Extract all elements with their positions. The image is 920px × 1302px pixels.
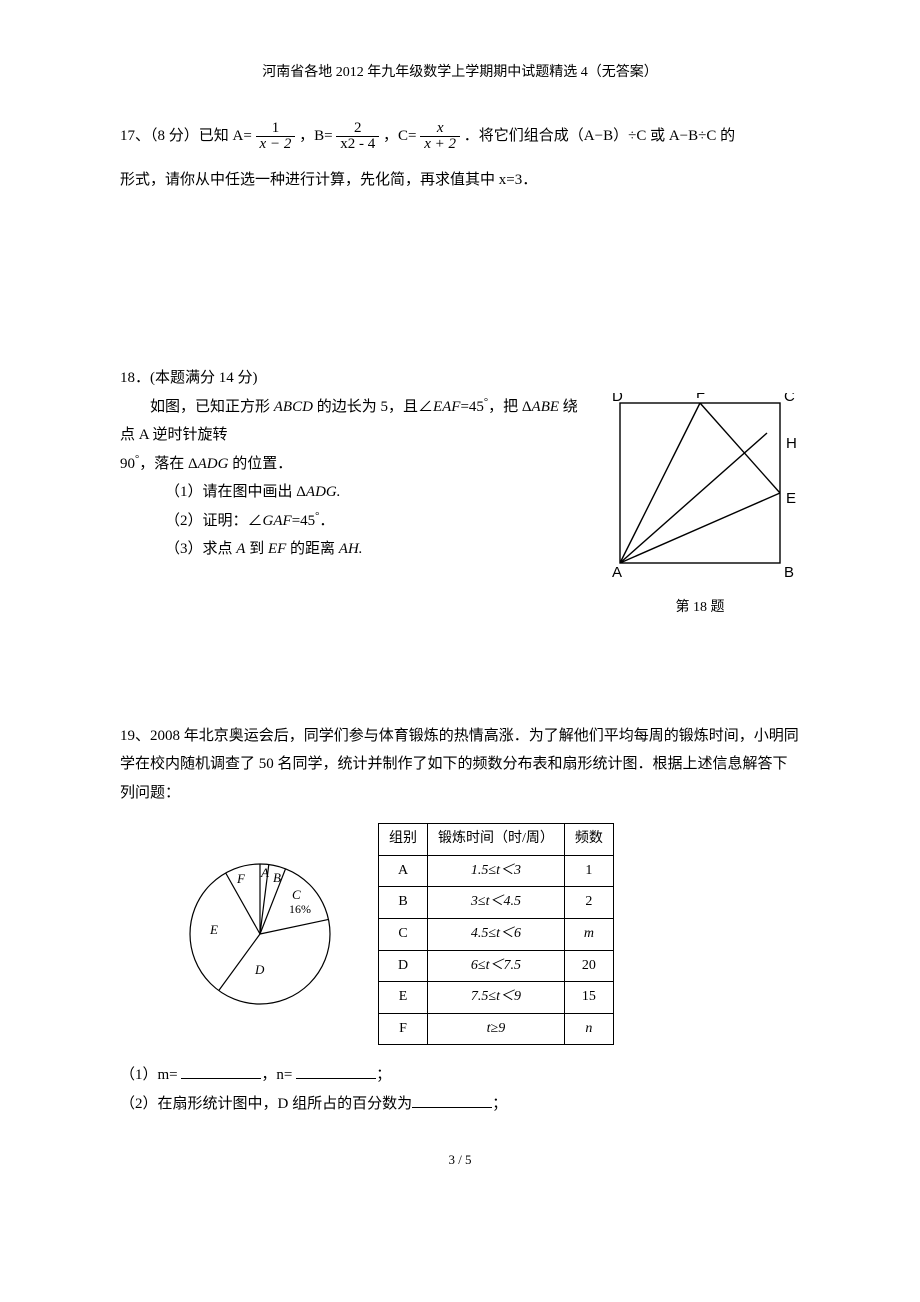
label-H: H [786,435,797,452]
blank-d-percent [412,1092,492,1108]
pie-label-D: D [254,962,265,977]
th-group: 组别 [379,824,428,856]
blank-n [296,1063,376,1079]
p19-text: 19、2008 年北京奥运会后，同学们参与体育锻炼的热情高涨．为了解他们平均每周… [120,722,800,808]
table-row: D6≤t＜7.520 [379,950,614,982]
label-D: D [612,393,623,405]
label-C: C [784,393,795,405]
fraction-B: 2 x2 - 4 [336,121,379,152]
p19-q1: （1）m= ，n= ； [120,1061,800,1090]
table-row: A1.5≤t＜31 [379,855,614,887]
p17-line2: 形式，请你从中任选一种进行计算，先化简，再求值其中 x=3． [120,166,800,195]
figure-18-svg: D F C H E A B [600,393,800,583]
fraction-C: x x + 2 [420,121,460,152]
page-header: 河南省各地 2012 年九年级数学上学期期中试题精选 4（无答案） [120,60,800,87]
table-row: B3≤t＜4.52 [379,887,614,919]
p17-mid2: ，C= [383,128,416,144]
fraction-A: 1 x − 2 [256,121,296,152]
p17-tail: ．将它们组合成（A−B）÷C 或 A−B÷C 的 [464,128,735,144]
problem-19: 19、2008 年北京奥运会后，同学们参与体育锻炼的热情高涨．为了解他们平均每周… [120,722,800,1119]
th-freq: 频数 [564,824,613,856]
table-row: E7.5≤t＜915 [379,982,614,1014]
page: 河南省各地 2012 年九年级数学上学期期中试题精选 4（无答案） 17、（8 … [0,0,920,1213]
frequency-table: 组别 锻炼时间（时/周） 频数 A1.5≤t＜31 B3≤t＜4.52 C4.5… [378,823,614,1045]
pie-c-percent: 16% [289,902,311,916]
th-range: 锻炼时间（时/周） [428,824,565,856]
pie-label-C: C [292,887,301,902]
page-number: 3 / 5 [120,1148,800,1173]
label-B: B [784,564,794,581]
problem-18: 18．(本题满分 14 分) D F C H E A B [120,364,800,564]
spacer [120,194,800,354]
p18-heading: 18．(本题满分 14 分) [120,364,800,393]
p17-mid1: ，B= [299,128,332,144]
label-F: F [696,393,705,402]
pie-label-A: A [260,865,269,880]
spacer-2 [120,622,800,712]
pie-chart-svg: A B C 16% D E F [170,849,360,1019]
table-row: C4.5≤t＜6m [379,918,614,950]
label-E: E [786,490,796,507]
problem-17: 17、（8 分）已知 A= 1 x − 2 ，B= 2 x2 - 4 ，C= x… [120,117,800,156]
p19-q2: （2）在扇形统计图中，D 组所占的百分数为； [120,1090,800,1119]
pie-label-F: F [236,871,246,886]
figure-18-box: D F C H E A B 第 18 题 [600,393,800,622]
pie-label-B: B [273,870,281,885]
figure-18-caption: 第 18 题 [600,595,800,622]
label-A: A [612,564,622,581]
stats-row: A B C 16% D E F 组别 锻炼时间（时/周） 频数 A1.5≤t＜3… [170,823,800,1045]
p17-prefix: 17、（8 分）已知 A= [120,128,252,144]
blank-m [181,1063,261,1079]
table-row: Ft≥9n [379,1013,614,1045]
pie-label-E: E [209,922,218,937]
